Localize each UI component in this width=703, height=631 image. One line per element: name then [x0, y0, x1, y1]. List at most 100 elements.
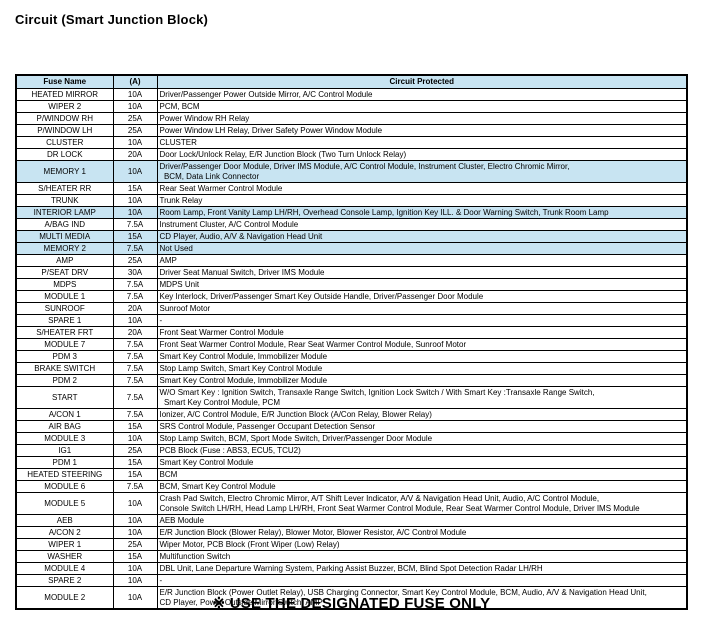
fuse-name-cell: MODULE 5	[15, 492, 114, 515]
table-row: MODULE 4 10A DBL Unit, Lane Departure Warn…	[15, 562, 688, 575]
circuit-protected-cell: SRS Control Module, Passenger Occupant D…	[156, 420, 688, 433]
amperage-cell: 7.5A	[112, 218, 158, 231]
amperage-cell: 7.5A	[112, 350, 158, 363]
circuit-protected-cell: Smart Key Control Module, Immobilizer Mo…	[156, 374, 688, 387]
fuse-name-cell: A/CON 2	[15, 526, 114, 539]
circuit-protected-cell: Instrument Cluster, A/C Control Module	[156, 218, 688, 231]
fuse-name-cell: MODULE 1	[15, 290, 114, 303]
amperage-cell: 10A	[112, 492, 158, 515]
table-row: BRAKE SWITCH 7.5A Stop Lamp Switch, Smart …	[15, 362, 688, 375]
table-row: A/CON 2 10A E/R Junction Block (Blower Rel…	[15, 526, 688, 539]
amperage-cell: 25A	[112, 444, 158, 457]
table-row: MEMORY 1 10A Driver/Passenger Door Module,…	[15, 160, 688, 183]
fuse-name-cell: IG1	[15, 444, 114, 457]
fuse-name-cell: MODULE 4	[15, 562, 114, 575]
fuse-name-cell: S/HEATER RR	[15, 182, 114, 195]
amperage-cell: 25A	[112, 124, 158, 137]
fuse-name-cell: S/HEATER FRT	[15, 326, 114, 339]
amperage-cell: 10A	[112, 514, 158, 527]
amperage-cell: 20A	[112, 148, 158, 161]
col-header-circuit-protected: Circuit Protected	[156, 74, 688, 89]
amperage-cell: 7.5A	[112, 374, 158, 387]
amperage-cell: 10A	[112, 586, 158, 610]
amperage-cell: 20A	[112, 326, 158, 339]
table-row: MODULE 3 10A Stop Lamp Switch, BCM, Sport …	[15, 432, 688, 445]
amperage-cell: 10A	[112, 432, 158, 445]
table-row: MODULE 7 7.5A Front Seat Warmer Control Mo…	[15, 338, 688, 351]
table-row: AIR BAG 15A SRS Control Module, Passenger …	[15, 420, 688, 433]
table-row: INTERIOR LAMP 10A Room Lamp, Front Vanity …	[15, 206, 688, 219]
amperage-cell: 7.5A	[112, 480, 158, 493]
table-row: SPARE 2 10A -	[15, 574, 688, 587]
circuit-protected-cell: CLUSTER	[156, 136, 688, 149]
amperage-cell: 25A	[112, 538, 158, 551]
fuse-name-cell: MODULE 6	[15, 480, 114, 493]
fuse-name-cell: P/WINDOW LH	[15, 124, 114, 137]
table-row: WASHER 15A Multifunction Switch	[15, 550, 688, 563]
fuse-name-cell: HEATED STEERING	[15, 468, 114, 481]
fuse-name-cell: WIPER 1	[15, 538, 114, 551]
table-row: HEATED STEERING 15A BCM	[15, 468, 688, 481]
fuse-name-cell: MEMORY 1	[15, 160, 114, 183]
circuit-protected-cell: Wiper Motor, PCB Block (Front Wiper (Low…	[156, 538, 688, 551]
table-row: TRUNK 10A Trunk Relay	[15, 194, 688, 207]
fuse-name-cell: MEMORY 2	[15, 242, 114, 255]
fuse-name-cell: MULTI MEDIA	[15, 230, 114, 243]
amperage-cell: 10A	[112, 160, 158, 183]
footer-note: ※ USE THE DESIGNATED FUSE ONLY	[212, 595, 491, 612]
table-row: S/HEATER RR 15A Rear Seat Warmer Control M…	[15, 182, 688, 195]
amperage-cell: 7.5A	[112, 278, 158, 291]
table-row: PDM 2 7.5A Smart Key Control Module, Immob…	[15, 374, 688, 387]
fuse-table-body: HEATED MIRROR 10A Driver/Passenger Power O…	[15, 88, 688, 610]
fuse-name-cell: INTERIOR LAMP	[15, 206, 114, 219]
circuit-protected-cell: BCM, Smart Key Control Module	[156, 480, 688, 493]
circuit-protected-cell: E/R Junction Block (Blower Relay), Blowe…	[156, 526, 688, 539]
amperage-cell: 10A	[112, 526, 158, 539]
circuit-protected-cell: -	[156, 574, 688, 587]
fuse-name-cell: START	[15, 386, 114, 409]
fuse-name-cell: PDM 2	[15, 374, 114, 387]
circuit-protected-cell: Rear Seat Warmer Control Module	[156, 182, 688, 195]
circuit-protected-cell: Not Used	[156, 242, 688, 255]
table-row: A/BAG IND 7.5A Instrument Cluster, A/C Con…	[15, 218, 688, 231]
circuit-protected-cell: PCM, BCM	[156, 100, 688, 113]
fuse-name-cell: MODULE 2	[15, 586, 114, 610]
circuit-protected-cell: Multifunction Switch	[156, 550, 688, 563]
fuse-name-cell: SPARE 1	[15, 314, 114, 327]
table-row: DR LOCK 20A Door Lock/Unlock Relay, E/R Ju…	[15, 148, 688, 161]
amperage-cell: 15A	[112, 550, 158, 563]
circuit-protected-cell: CD Player, Audio, A/V & Navigation Head …	[156, 230, 688, 243]
circuit-protected-cell: BCM	[156, 468, 688, 481]
table-row: P/SEAT DRV 30A Driver Seat Manual Switch, …	[15, 266, 688, 279]
amperage-cell: 25A	[112, 112, 158, 125]
table-row: PDM 3 7.5A Smart Key Control Module, Immob…	[15, 350, 688, 363]
table-row: HEATED MIRROR 10A Driver/Passenger Power O…	[15, 88, 688, 101]
fuse-name-cell: MDPS	[15, 278, 114, 291]
header-row: Fuse Name (A) Circuit Protected	[15, 74, 688, 89]
circuit-protected-cell: Smart Key Control Module, Immobilizer Mo…	[156, 350, 688, 363]
amperage-cell: 7.5A	[112, 242, 158, 255]
fuse-name-cell: AIR BAG	[15, 420, 114, 433]
amperage-cell: 7.5A	[112, 386, 158, 409]
table-row: PDM 1 15A Smart Key Control Module	[15, 456, 688, 469]
fuse-name-cell: P/WINDOW RH	[15, 112, 114, 125]
circuit-protected-cell: Power Window RH Relay	[156, 112, 688, 125]
amperage-cell: 7.5A	[112, 408, 158, 421]
fuse-name-cell: TRUNK	[15, 194, 114, 207]
fuse-name-cell: MODULE 3	[15, 432, 114, 445]
circuit-protected-cell: Driver/Passenger Power Outside Mirror, A…	[156, 88, 688, 101]
fuse-table-header: Fuse Name (A) Circuit Protected	[15, 74, 688, 89]
circuit-protected-cell: Trunk Relay	[156, 194, 688, 207]
table-row: IG1 25A PCB Block (Fuse : ABS3, ECU5, TCU2…	[15, 444, 688, 457]
table-row: A/CON 1 7.5A Ionizer, A/C Control Module, …	[15, 408, 688, 421]
fuse-name-cell: SPARE 2	[15, 574, 114, 587]
amperage-cell: 10A	[112, 194, 158, 207]
circuit-protected-cell: Stop Lamp Switch, Smart Key Control Modu…	[156, 362, 688, 375]
circuit-protected-cell: Smart Key Control Module	[156, 456, 688, 469]
table-row: WIPER 1 25A Wiper Motor, PCB Block (Front …	[15, 538, 688, 551]
fuse-name-cell: CLUSTER	[15, 136, 114, 149]
circuit-protected-cell: Driver Seat Manual Switch, Driver IMS Mo…	[156, 266, 688, 279]
amperage-cell: 10A	[112, 100, 158, 113]
fuse-name-cell: BRAKE SWITCH	[15, 362, 114, 375]
